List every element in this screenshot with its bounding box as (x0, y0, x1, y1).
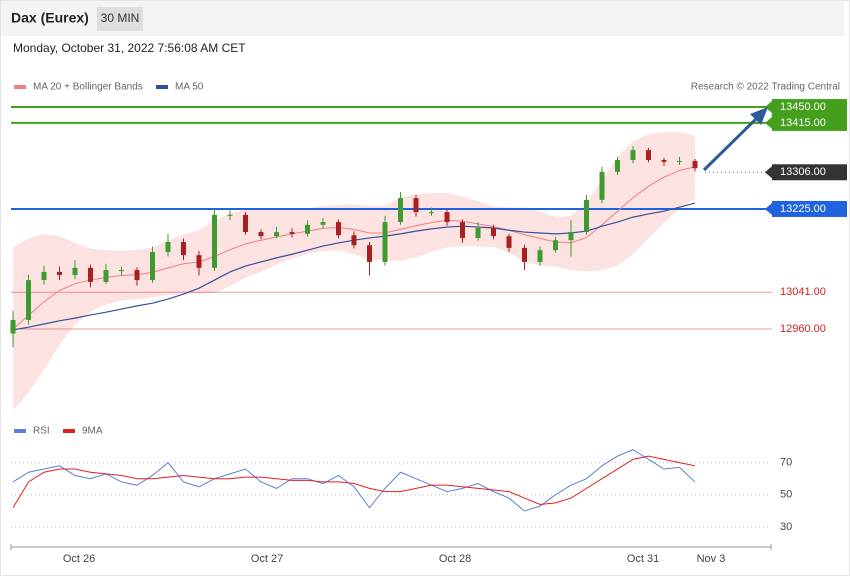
candle-body (72, 267, 78, 276)
candle-body (305, 224, 310, 234)
candle-body (398, 198, 403, 223)
candle-body (615, 160, 620, 172)
candle-body (522, 247, 527, 262)
legend-label: MA 50 (175, 82, 204, 93)
candle-body (243, 214, 248, 233)
candle-body (351, 235, 357, 246)
legend-swatch (14, 85, 26, 89)
candle-body (491, 227, 496, 237)
candle-body (568, 232, 574, 241)
candle-body (320, 222, 326, 225)
candle-body (274, 232, 279, 237)
arrow-head (750, 107, 768, 125)
candle-body (41, 271, 47, 281)
level-label: 13041.00 (780, 286, 826, 298)
candle-body (429, 212, 434, 214)
y-tick-label: 30 (780, 521, 792, 533)
timestamp: Monday, October 31, 2022 7:56:08 AM CET (13, 41, 246, 55)
candle-body (367, 245, 372, 262)
candle-body (26, 280, 31, 320)
level-label: 13306.00 (780, 166, 826, 178)
candle-body (630, 150, 636, 161)
level-label-box (772, 99, 847, 116)
ma20-line (12, 166, 696, 330)
candle-body (460, 222, 465, 238)
level-label-notch (765, 116, 772, 129)
candle-body (103, 270, 109, 282)
y-tick-label: 50 (780, 489, 792, 501)
candle-body (382, 222, 388, 262)
x-tick-label: Nov 3 (697, 553, 726, 565)
candle-body (119, 270, 124, 272)
instrument-title: Dax (Eurex) (11, 10, 89, 26)
candle-body (584, 199, 589, 233)
level-label-box (772, 164, 847, 181)
level-label-box (772, 200, 847, 217)
level-label-box (772, 114, 847, 131)
level-label: 12960.00 (780, 323, 826, 335)
interval: 30 MIN (101, 11, 140, 25)
candle-body (506, 236, 512, 248)
candle-body (196, 255, 202, 268)
forecast-arrow (702, 107, 768, 172)
candle-body (677, 160, 682, 162)
candle-body (336, 222, 341, 236)
candle-body (444, 212, 450, 223)
level-label: 13225.00 (780, 203, 826, 215)
candle-body (553, 240, 558, 251)
candle-body (475, 227, 481, 238)
candle-body (88, 267, 93, 282)
rsi-panel: RSI 9MA 70 50 30 Oct 26 Oct 27 Oct 28 Oct 31 Nov … (11, 426, 792, 565)
legend-swatch (63, 429, 75, 433)
candle-body (181, 242, 186, 256)
legend-swatch (14, 429, 26, 433)
candle-body (57, 271, 62, 276)
level-label: 13415.00 (780, 117, 826, 129)
candle-body (258, 232, 264, 237)
candle-body (212, 214, 217, 268)
price-panel: MA 20 + Bollinger Bands MA 50 13450.00 1341… (10, 82, 847, 411)
x-tick-label: Oct 27 (251, 553, 283, 565)
level-label-notch (765, 101, 772, 114)
rsi-ma-line (12, 455, 696, 508)
candle-body (134, 270, 140, 281)
level-label-notch (765, 202, 772, 215)
level-label: 13450.00 (780, 101, 826, 113)
candle-body (165, 242, 171, 252)
candle-body (661, 160, 667, 162)
y-tick-label: 70 (780, 456, 792, 468)
candle-body (413, 198, 419, 213)
legend-label: MA 20 + Bollinger Bands (33, 82, 143, 93)
candle-body (289, 232, 295, 234)
legend-swatch (156, 85, 168, 89)
legend-label: RSI (33, 426, 50, 437)
candle-body (599, 171, 605, 200)
rsi-line (12, 449, 696, 512)
arrow-shaft (702, 115, 760, 172)
candle-body (10, 319, 16, 334)
interval-box (97, 7, 143, 31)
x-tick-label: Oct 31 (627, 553, 659, 565)
legend-label: 9MA (82, 426, 103, 437)
candle-body (150, 251, 155, 281)
credit: Research © 2022 Trading Central (691, 82, 840, 93)
candle-body (646, 150, 651, 161)
bollinger-band (13, 131, 695, 411)
candle-body (537, 250, 543, 262)
candle-body (692, 160, 698, 169)
level-label-notch (765, 166, 772, 179)
candle-body (227, 214, 233, 216)
x-tick-label: Oct 28 (439, 553, 471, 565)
x-tick-label: Oct 26 (63, 553, 95, 565)
